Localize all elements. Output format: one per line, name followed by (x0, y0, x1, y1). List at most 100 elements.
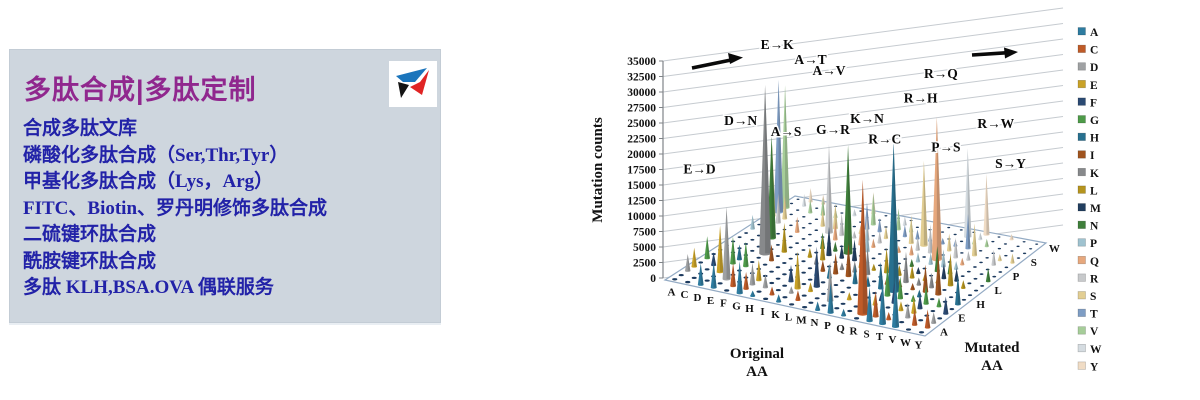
cone-W-L (961, 280, 966, 289)
floor-dot (1004, 254, 1008, 257)
promo-panel: 多肽合成|多肽定制 合成多肽文库 磷酸化多肽合成（Ser,Thr,Tyr） 甲基化多… (9, 49, 441, 323)
x-category-label: H (745, 303, 754, 315)
cone-E-G (743, 241, 749, 268)
legend-item-M: M (1077, 203, 1101, 215)
cone-V-G (923, 285, 929, 305)
floor-dot (852, 225, 857, 228)
cone-K-E (794, 251, 801, 290)
cone-I-M (826, 226, 832, 257)
legend-item-L: L (1077, 185, 1098, 197)
cone-S-I (910, 283, 915, 291)
cone-V-A (892, 276, 900, 328)
right-arrow-icon (971, 51, 1007, 57)
peak-annotation: E→D (683, 162, 716, 177)
cone-R-M (916, 267, 921, 275)
cone-H-R (839, 213, 845, 237)
y-tick-label: 32500 (627, 72, 656, 84)
cone-T-V (984, 238, 989, 248)
floor-dot (775, 243, 780, 246)
legend-label: L (1090, 185, 1098, 197)
floor-dot (801, 271, 806, 274)
floor-dot (878, 264, 883, 267)
y-axis: 0 2500 5000 7500 10000 12500 15000 17500 20000 22… (590, 56, 664, 285)
floor-dot (960, 275, 965, 278)
y-axis-title: Mutation counts (590, 117, 606, 223)
service-item: 酰胺键环肽合成 (23, 250, 157, 272)
floor-dot (998, 271, 1003, 273)
x-category-label: P (824, 320, 831, 332)
legend-item-I: I (1077, 150, 1095, 162)
floor-dot (959, 240, 964, 243)
legend-label: V (1090, 326, 1099, 338)
x-category-label: K (771, 309, 780, 321)
floor-dot (885, 306, 891, 309)
cone-G-R (825, 144, 833, 235)
floor-dot (782, 273, 787, 276)
depth-tick-label: W (1049, 243, 1060, 255)
cones (685, 79, 1015, 329)
legend-item-D: D (1077, 62, 1098, 74)
floor-dot (903, 246, 907, 249)
legend-swatch (1077, 238, 1086, 247)
peak-annotation: A→V (813, 63, 846, 78)
cone-N-H (852, 264, 858, 285)
x-category-label: S (863, 328, 869, 340)
cone-S-R (953, 237, 959, 259)
floor-dot (788, 235, 793, 238)
floor-dot (698, 261, 704, 264)
floor-dot (685, 280, 691, 284)
floor-dot (871, 280, 877, 283)
peak-annotation: E→K (761, 37, 795, 52)
cone-I-C (769, 286, 775, 296)
y-tick-label: 2500 (633, 258, 656, 270)
cone-T-S (971, 223, 978, 257)
floor-dot (678, 273, 684, 277)
legend-label: M (1090, 203, 1101, 215)
x-category-label: R (850, 326, 859, 338)
legend-item-T: T (1077, 309, 1098, 321)
axis-title: Original (730, 346, 784, 362)
y-tick-label: 35000 (627, 56, 656, 68)
peak-annotation: A→S (771, 124, 802, 139)
cone-I-F (788, 264, 794, 283)
floor-dot (974, 289, 979, 292)
legend-item-S: S (1077, 291, 1096, 303)
cone-E-D (722, 206, 731, 281)
legend-item-G: G (1077, 115, 1099, 127)
floor-dot (985, 257, 989, 259)
floor-dot (840, 212, 844, 214)
x-category-label: W (900, 337, 911, 349)
peak-annotation: A→T (794, 52, 826, 67)
floor-dot (789, 224, 793, 227)
cone-H-D (762, 274, 769, 289)
legend-swatch (1077, 273, 1086, 282)
x-category-label: A (668, 286, 676, 298)
floor-dot (991, 240, 995, 243)
floor-dot (834, 205, 838, 208)
floor-dot (750, 249, 755, 252)
legend-swatch (1077, 255, 1086, 265)
cone-N-T (915, 229, 920, 240)
legend-swatch (1077, 203, 1086, 212)
floor-dot (872, 291, 877, 295)
floor-dot (801, 294, 807, 297)
peak-annotations: E→KA→TA→V D→N A→S G→RK→N R→C R→H R→Q P→S R→W E→D S… (682, 35, 1028, 178)
floor-dot (899, 320, 905, 324)
legend-item-P: P (1077, 238, 1097, 250)
floor-dot (756, 290, 762, 293)
floor-dot (672, 278, 678, 281)
legend-label: G (1090, 115, 1099, 127)
cone-P-E (846, 292, 852, 301)
cone-L-R (877, 231, 882, 244)
cone-S-A (866, 286, 873, 323)
x-category-label: Y (915, 340, 923, 352)
service-list: 合成多肽文库 磷酸化多肽合成（Ser,Thr,Tyr） 甲基化多肽合成（Lys，Ar… (23, 116, 432, 302)
peak-annotation: D→N (724, 113, 757, 128)
cone-F-S (820, 209, 825, 227)
floor-dot (782, 261, 787, 264)
floor-dot (834, 307, 840, 310)
floor-dot (808, 233, 812, 236)
cone-C-W (802, 194, 807, 207)
promo-title: 多肽合成|多肽定制 (24, 75, 257, 105)
floor-dot (749, 260, 755, 263)
